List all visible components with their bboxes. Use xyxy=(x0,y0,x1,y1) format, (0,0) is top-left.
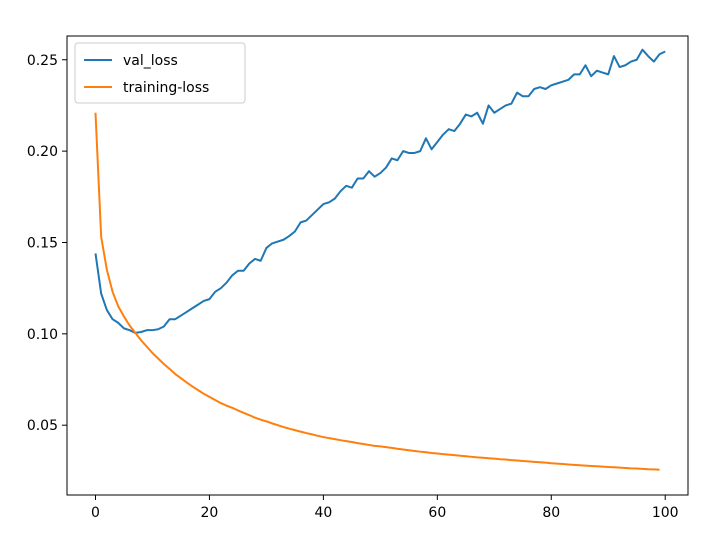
x-tick-label: 40 xyxy=(314,505,332,521)
plot-frame xyxy=(66,35,689,496)
x-tick-label: 100 xyxy=(652,505,679,521)
x-tick-label: 80 xyxy=(542,505,560,521)
y-tick-label: 0.10 xyxy=(27,327,58,343)
x-axis: 0 20 40 60 80 100 xyxy=(91,495,679,521)
series-line-val-loss xyxy=(94,48,666,334)
legend-label-training-loss: training-loss xyxy=(123,80,209,96)
legend-box xyxy=(74,42,246,104)
y-tick-label: 0.25 xyxy=(27,53,58,69)
legend: val_loss training-loss xyxy=(74,42,246,104)
y-tick-label: 0.05 xyxy=(27,418,58,434)
x-tick-label: 0 xyxy=(91,505,100,521)
y-tick-label: 0.15 xyxy=(27,235,58,251)
y-tick-label: 0.20 xyxy=(27,144,58,160)
x-tick-label: 20 xyxy=(201,505,219,521)
legend-label-val-loss: val_loss xyxy=(123,53,178,69)
series-layer xyxy=(94,48,666,471)
x-tick-label: 60 xyxy=(428,505,446,521)
series-line-training-loss xyxy=(94,112,660,471)
y-axis: 0.05 0.10 0.15 0.20 0.25 xyxy=(27,53,67,434)
